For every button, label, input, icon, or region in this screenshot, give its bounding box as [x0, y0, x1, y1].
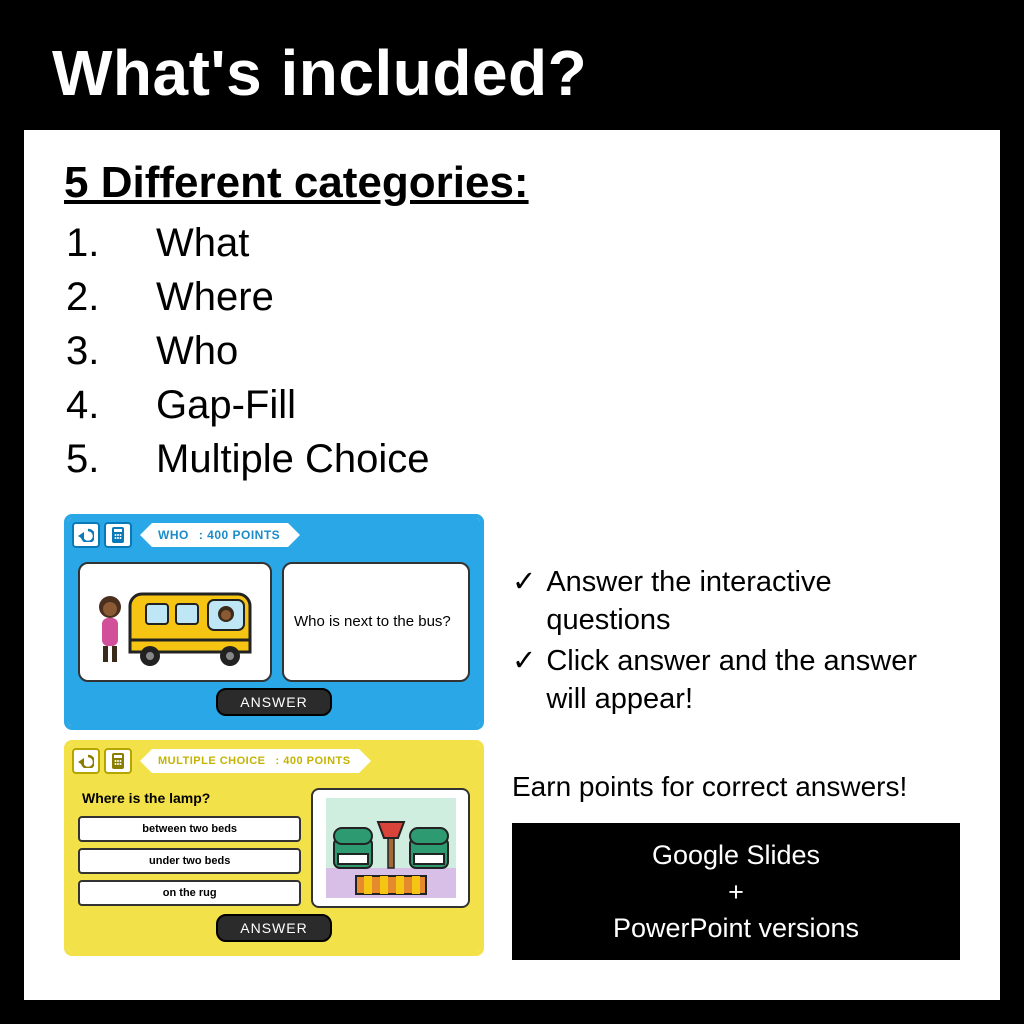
content-area: 5 Different categories: 1.What 2.Where 3… [24, 130, 1000, 1000]
category-label: Who [156, 324, 238, 378]
category-tag: MULTIPLE CHOICE : 400 POINTS [140, 744, 371, 778]
back-arrow-icon [78, 754, 94, 768]
mc-left-column: Where is the lamp? between two beds unde… [78, 788, 301, 908]
question-image-panel [311, 788, 470, 908]
category-item: 5.Multiple Choice [66, 432, 960, 486]
earn-points-line: Earn points for correct answers! [512, 769, 960, 805]
calculator-icon [111, 752, 125, 770]
calculator-button[interactable] [104, 522, 132, 548]
slide-thumbnails: WHO : 400 POINTS [64, 514, 484, 956]
tag-points: : 400 POINTS [276, 755, 351, 767]
lower-section: WHO : 400 POINTS [64, 514, 960, 960]
category-label: Multiple Choice [156, 432, 429, 486]
category-label: Where [156, 270, 274, 324]
feature-bullet: ✓ Click answer and the answer will appea… [512, 643, 960, 718]
page-title: What's included? [52, 36, 972, 110]
back-button[interactable] [72, 748, 100, 774]
right-column: ✓ Answer the interactive questions ✓ Cli… [512, 514, 960, 960]
versions-line: PowerPoint versions [524, 910, 948, 946]
versions-line: Google Slides [524, 837, 948, 873]
category-item: 3.Who [66, 324, 960, 378]
category-item: 2.Where [66, 270, 960, 324]
bullet-text: Answer the interactive questions [546, 564, 960, 639]
category-item: 4.Gap-Fill [66, 378, 960, 432]
check-icon: ✓ [512, 564, 536, 639]
header-bar: What's included? [24, 24, 1000, 130]
slide-body: Who is next to the bus? ANSWER [68, 552, 480, 726]
calculator-button[interactable] [104, 748, 132, 774]
slide-banner: MULTIPLE CHOICE : 400 POINTS [68, 744, 480, 778]
answer-button[interactable]: ANSWER [216, 914, 331, 942]
question-text: Where is the lamp? [78, 788, 301, 810]
bullet-text: Click answer and the answer will appear! [546, 643, 960, 718]
versions-line: + [524, 874, 948, 910]
slide-banner: WHO : 400 POINTS [68, 518, 480, 552]
category-label: Gap-Fill [156, 378, 296, 432]
back-arrow-icon [78, 528, 94, 542]
slide-body: Where is the lamp? between two beds unde… [68, 778, 480, 952]
slide-preview-multiple-choice: MULTIPLE CHOICE : 400 POINTS Where is th… [64, 740, 484, 956]
feature-bullet: ✓ Answer the interactive questions [512, 564, 960, 639]
calculator-icon [111, 526, 125, 544]
mc-option[interactable]: under two beds [78, 848, 301, 874]
tag-category: WHO [158, 528, 189, 542]
answer-button[interactable]: ANSWER [216, 688, 331, 716]
slide-preview-who: WHO : 400 POINTS [64, 514, 484, 730]
tag-points: : 400 POINTS [199, 528, 280, 542]
category-tag: WHO : 400 POINTS [140, 518, 300, 552]
tag-category: MULTIPLE CHOICE [158, 755, 266, 767]
categories-heading: 5 Different categories: [64, 158, 960, 208]
page-frame: What's included? 5 Different categories:… [0, 0, 1024, 1024]
back-button[interactable] [72, 522, 100, 548]
question-text-panel: Who is next to the bus? [282, 562, 470, 682]
mc-option[interactable]: between two beds [78, 816, 301, 842]
bus-illustration-icon [90, 572, 260, 672]
mc-option[interactable]: on the rug [78, 880, 301, 906]
question-text: Who is next to the bus? [294, 612, 451, 632]
category-label: What [156, 216, 249, 270]
question-image-panel [78, 562, 272, 682]
categories-list: 1.What 2.Where 3.Who 4.Gap-Fill 5.Multip… [64, 216, 960, 486]
versions-box: Google Slides + PowerPoint versions [512, 823, 960, 960]
check-icon: ✓ [512, 643, 536, 718]
bedroom-illustration-icon [326, 798, 456, 898]
category-item: 1.What [66, 216, 960, 270]
